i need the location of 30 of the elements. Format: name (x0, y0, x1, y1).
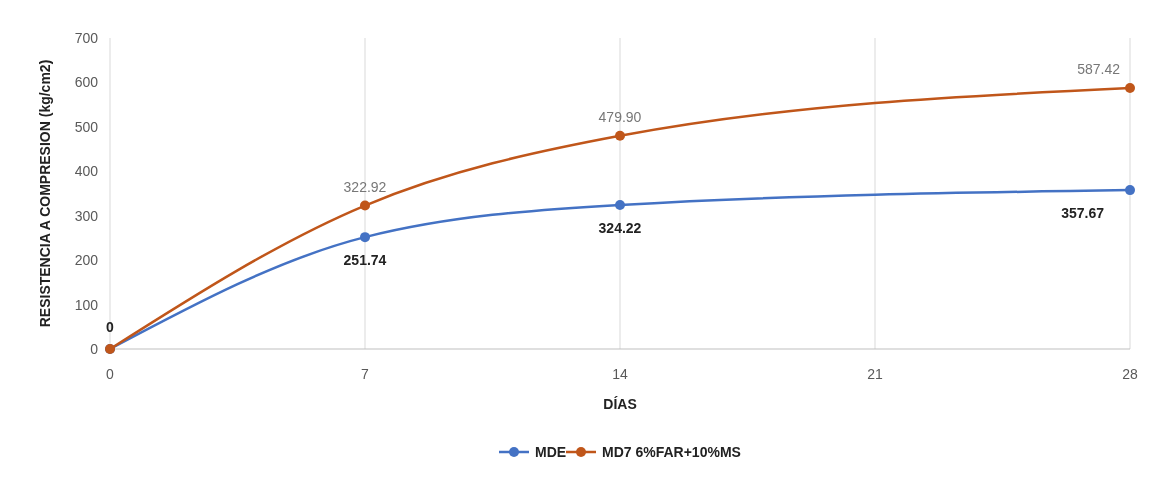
y-tick-label: 300 (74, 207, 99, 224)
point (615, 130, 625, 141)
point (360, 200, 370, 211)
data-label: 322.92 (343, 178, 387, 195)
data-label: 251.74 (343, 252, 387, 269)
y-tick-label: 700 (74, 30, 99, 46)
y-axis-title: RESISTENCIA A COMPRESION (kg/cm2) (37, 59, 53, 328)
x-tick-label: 0 (106, 366, 115, 382)
point (1125, 185, 1135, 196)
point (1125, 83, 1135, 94)
y-tick-label: 0 (90, 341, 99, 357)
data-label: 587.42 (1077, 61, 1121, 78)
x-tick-label: 21 (867, 366, 883, 382)
point (360, 232, 370, 243)
data-label: 324.22 (598, 219, 642, 236)
x-tick-label: 7 (361, 366, 370, 382)
y-tick-label: 400 (74, 163, 99, 180)
y-tick-label: 200 (74, 252, 99, 269)
x-axis-title: DÍAS (603, 396, 637, 412)
y-tick-label: 500 (74, 118, 99, 135)
y-tick-label: 600 (74, 74, 99, 91)
y-tick-label: 100 (74, 296, 99, 313)
data-label: 357.67 (1061, 205, 1105, 222)
legend-label: MDE (535, 444, 567, 460)
x-tick-label: 14 (612, 366, 628, 382)
data-label: 479.90 (598, 108, 642, 125)
x-tick-label: 28 (1122, 366, 1138, 382)
point (615, 199, 625, 210)
data-label: 0 (106, 319, 115, 335)
legend-label: MD7 6%FAR+10%MS (602, 444, 741, 460)
